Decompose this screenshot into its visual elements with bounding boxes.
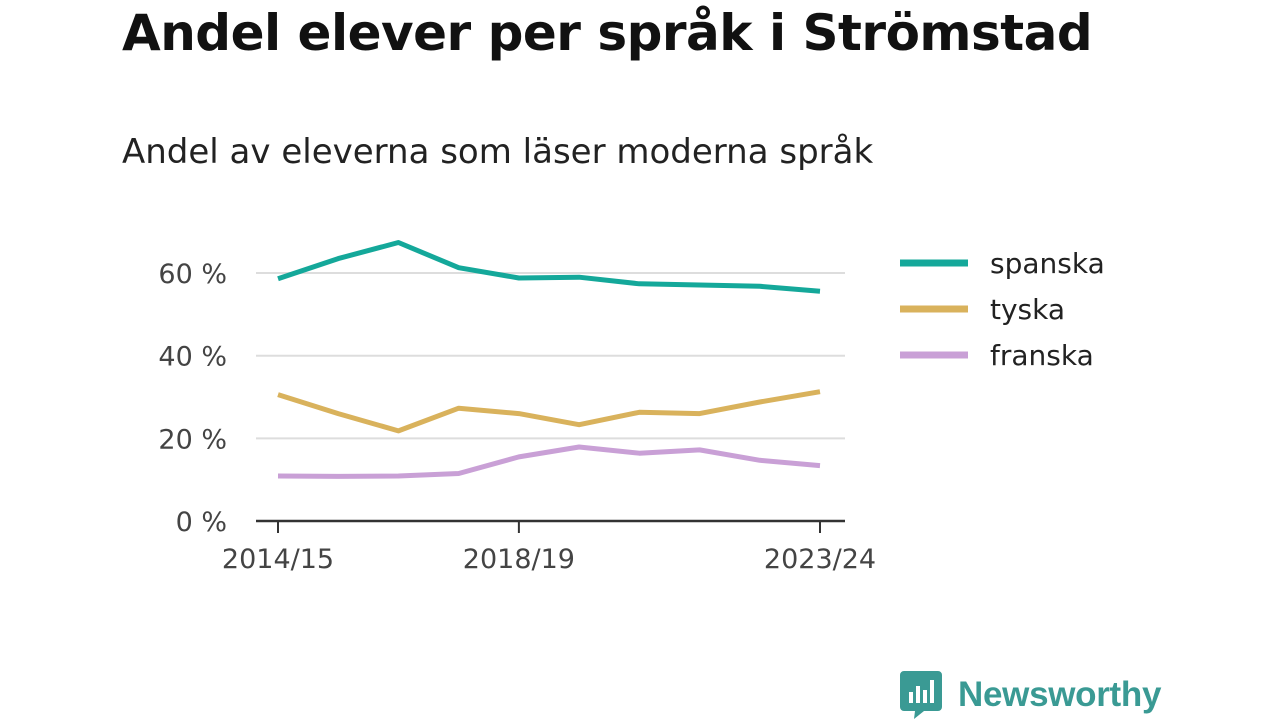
x-tick-label: 2014/15	[222, 544, 334, 575]
chart-title: Andel elever per språk i Strömstad	[122, 4, 1093, 62]
x-tick-label: 2023/24	[764, 544, 876, 575]
legend-label-tyska: tyska	[990, 293, 1065, 326]
y-tick-label: 60 %	[158, 259, 227, 290]
newsworthy-logo-icon	[900, 671, 942, 719]
series-line-tyska	[277, 389, 821, 434]
y-tick-label: 0 %	[176, 507, 227, 538]
legend-label-spanska: spanska	[990, 247, 1105, 280]
y-tick-label: 40 %	[158, 342, 227, 373]
x-tick-label: 2018/19	[463, 544, 575, 575]
y-tick-label: 20 %	[158, 424, 227, 455]
series-line-spanska	[277, 240, 821, 294]
chart-subtitle: Andel av eleverna som läser moderna språ…	[122, 132, 874, 172]
legend-label-franska: franska	[990, 339, 1094, 372]
series-line-franska	[277, 444, 821, 479]
brand-name: Newsworthy	[958, 675, 1162, 714]
brand-logo: Newsworthy	[900, 670, 1161, 720]
